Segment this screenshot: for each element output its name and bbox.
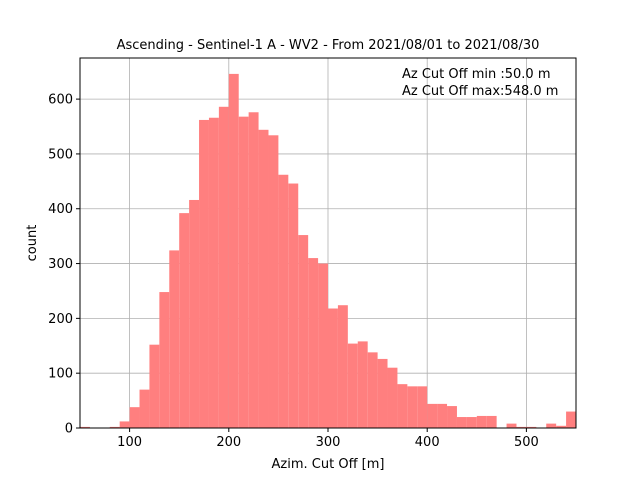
histogram-bar — [447, 406, 457, 428]
x-axis-label: Azim. Cut Off [m] — [272, 457, 385, 472]
histogram-bar — [417, 386, 428, 428]
histogram-bar — [80, 426, 90, 428]
histogram-bar — [238, 116, 249, 428]
histogram-bar — [357, 341, 368, 428]
histogram-bar — [258, 129, 269, 428]
x-tick-label: 200 — [216, 435, 241, 450]
histogram-bar — [546, 423, 557, 428]
histogram-bar — [159, 292, 170, 428]
histogram-bar — [328, 308, 338, 428]
histogram-bar — [566, 411, 576, 428]
y-axis-ticks: 0 100 200 300 400 500 600 — [48, 93, 80, 437]
histogram-bar — [218, 106, 229, 428]
histogram-bar — [516, 426, 527, 428]
y-tick-label: 100 — [48, 367, 73, 382]
x-tick-label: 100 — [117, 435, 142, 450]
y-tick-label: 500 — [48, 147, 73, 162]
histogram-bar — [199, 119, 209, 429]
histogram-bar — [109, 426, 120, 428]
y-tick-label: 600 — [48, 93, 73, 108]
histogram-bar — [298, 235, 309, 428]
histogram-bar — [139, 389, 150, 428]
y-tick-label: 200 — [48, 312, 73, 327]
y-tick-label: 0 — [65, 422, 73, 437]
annotation-min: Az Cut Off min :50.0 m — [402, 67, 550, 82]
y-tick-label: 300 — [48, 257, 73, 272]
histogram-bar — [556, 425, 567, 428]
histogram-bar — [248, 112, 259, 429]
annotation-max: Az Cut Off max:548.0 m — [402, 84, 558, 99]
histogram-bar — [228, 73, 239, 428]
histogram-bar — [427, 403, 438, 428]
y-tick-label: 400 — [48, 202, 73, 217]
x-axis-ticks: 100 200 300 400 500 — [117, 428, 539, 450]
histogram-bar — [149, 344, 160, 428]
histogram-bar — [119, 421, 130, 428]
histogram-bar — [208, 117, 219, 429]
chart-title: Ascending - Sentinel-1 A - WV2 - From 20… — [117, 38, 540, 53]
x-tick-label: 300 — [316, 435, 341, 450]
histogram-bar — [407, 386, 418, 428]
histogram-bar — [169, 250, 180, 428]
histogram-bar — [129, 407, 140, 428]
histogram-bar — [268, 135, 279, 429]
histogram-bar — [308, 258, 319, 428]
histogram-bar — [526, 426, 537, 428]
histogram-bar — [278, 174, 289, 428]
histogram-bar — [288, 183, 299, 428]
histogram-bar — [476, 415, 487, 428]
histogram-bar — [506, 423, 517, 428]
histogram-bar — [367, 352, 378, 428]
histogram-bar — [179, 213, 190, 428]
histogram-bars — [80, 73, 576, 429]
histogram-bar — [397, 384, 408, 428]
histogram-bar — [337, 305, 348, 428]
histogram-bar — [189, 199, 200, 428]
x-tick-label: 500 — [514, 435, 539, 450]
histogram-bar — [437, 403, 448, 428]
histogram-bar — [377, 358, 388, 428]
histogram-bar — [486, 415, 497, 428]
histogram-bar — [318, 263, 328, 428]
histogram-bar — [466, 417, 477, 428]
histogram-bar — [456, 417, 467, 428]
x-tick-label: 400 — [415, 435, 440, 450]
histogram-bar — [347, 343, 358, 428]
histogram-bar — [387, 367, 398, 428]
y-axis-label: count — [25, 225, 40, 262]
